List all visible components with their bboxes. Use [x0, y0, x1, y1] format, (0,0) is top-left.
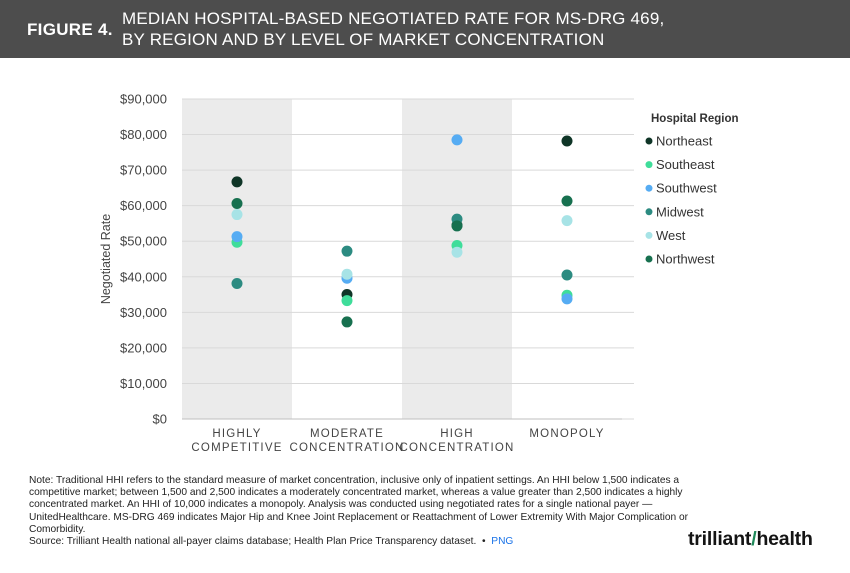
y-tick-label: $70,000 — [120, 163, 167, 178]
chart-title-line-1: MEDIAN HOSPITAL-BASED NEGOTIATED RATE FO… — [122, 9, 665, 28]
data-point-southwest — [561, 293, 573, 305]
data-point-southeast — [341, 295, 353, 307]
legend-marker-west — [645, 231, 653, 239]
x-tick-label: MONOPOLY — [529, 428, 604, 440]
trilliant-health-logo: trilliant/health — [688, 528, 813, 551]
data-point-midwest — [231, 278, 243, 290]
footnote-text: Note: Traditional HHI refers to the stan… — [29, 475, 689, 535]
logo-text-trilliant: trilliant — [688, 528, 752, 550]
figure-header: FIGURE 4. MEDIAN HOSPITAL-BASED NEGOTIAT… — [0, 0, 850, 58]
legend-title: Hospital Region — [651, 113, 739, 125]
data-point-southwest — [451, 134, 463, 146]
legend-label-northwest: Northwest — [656, 252, 715, 267]
data-point-northwest — [561, 195, 573, 207]
logo-swoosh-icon: / — [751, 528, 757, 550]
y-tick-label: $30,000 — [120, 305, 167, 320]
y-tick-label: $40,000 — [120, 269, 167, 284]
y-tick-label: $10,000 — [120, 376, 167, 391]
category-band-2 — [402, 99, 512, 419]
data-point-west — [341, 268, 353, 280]
data-point-northwest — [341, 316, 353, 328]
logo-text-health: health — [756, 528, 813, 550]
x-tick-label: CONCENTRATION — [399, 442, 514, 454]
legend-label-southwest: Southwest — [656, 181, 717, 196]
legend-label-southeast: Southeast — [656, 157, 715, 172]
data-point-northeast — [561, 135, 573, 147]
chart-title-line-2: BY REGION AND BY LEVEL OF MARKET CONCENT… — [122, 30, 605, 49]
separator-dot: • — [482, 536, 486, 548]
figure-label: FIGURE 4. — [27, 20, 113, 39]
x-tick-label: HIGH — [440, 428, 474, 440]
chart-title: MEDIAN HOSPITAL-BASED NEGOTIATED RATE FO… — [122, 8, 664, 50]
y-tick-label: $0 — [153, 412, 167, 427]
x-tick-label: COMPETITIVE — [191, 442, 282, 454]
data-point-midwest — [341, 245, 353, 257]
y-tick-label: $20,000 — [120, 340, 167, 355]
footnote: Note: Traditional HHI refers to the stan… — [29, 475, 689, 548]
scatter-chart: $0 $10,000 $20,000 $30,000 $40,000 $50,000 $60… — [99, 92, 739, 455]
data-point-northeast — [231, 176, 243, 188]
legend-label-northeast: Northeast — [656, 134, 713, 149]
data-point-west — [231, 209, 243, 221]
png-download-link[interactable]: PNG — [491, 536, 514, 548]
data-point-west — [451, 246, 463, 258]
y-tick-label: $60,000 — [120, 198, 167, 213]
legend-label-west: West — [656, 228, 686, 243]
y-axis-label: Negotiated Rate — [99, 214, 113, 304]
source-line: Source: Trilliant Health national all-pa… — [29, 536, 689, 548]
legend-marker-southeast — [645, 161, 653, 169]
x-tick-label: CONCENTRATION — [289, 442, 404, 454]
data-point-northwest — [451, 220, 463, 232]
data-point-midwest — [561, 269, 573, 281]
x-tick-label: HIGHLY — [212, 428, 261, 440]
source-text: Source: Trilliant Health national all-pa… — [29, 536, 477, 548]
legend-marker-southwest — [645, 184, 653, 192]
legend-label-midwest: Midwest — [656, 204, 704, 219]
data-point-southwest — [231, 231, 243, 243]
x-tick-label: MODERATE — [310, 428, 384, 440]
data-point-northwest — [231, 198, 243, 210]
y-tick-label: $90,000 — [120, 92, 167, 107]
category-band-0 — [182, 99, 292, 419]
legend-marker-northwest — [645, 255, 653, 263]
y-tick-label: $50,000 — [120, 234, 167, 249]
legend-marker-midwest — [645, 208, 653, 216]
y-tick-label: $80,000 — [120, 127, 167, 142]
data-point-west — [561, 215, 573, 227]
legend-marker-northeast — [645, 137, 653, 145]
